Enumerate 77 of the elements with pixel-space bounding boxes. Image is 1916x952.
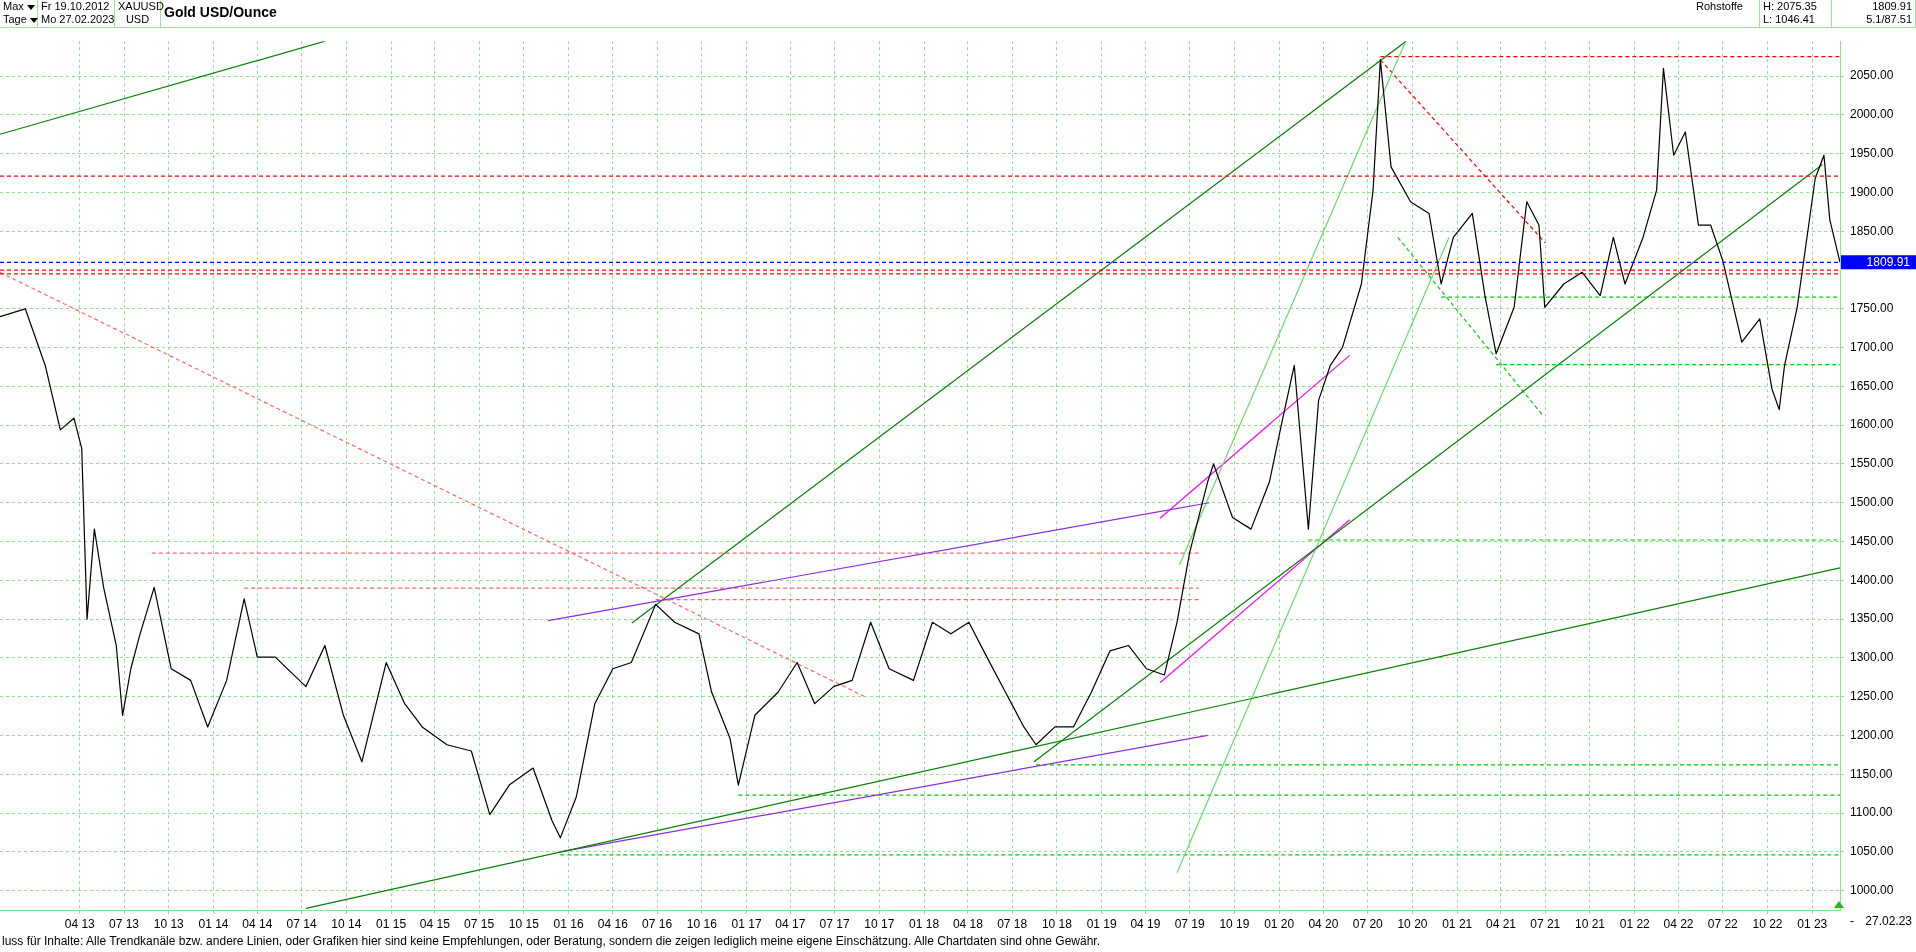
y-tick-label: 1000.00 xyxy=(1850,882,1894,897)
x-tick-label: 04 13 xyxy=(64,916,96,931)
x-tick-label: 10 19 xyxy=(1219,916,1250,931)
text: Tage xyxy=(3,13,27,25)
y-tick-label: 1150.00 xyxy=(1850,766,1893,781)
y-tick-label: 1550.00 xyxy=(1850,456,1894,471)
x-tick-label: 04 21 xyxy=(1485,916,1517,931)
x-tick-label: 01 19 xyxy=(1086,916,1118,931)
text: 5.1/87.51 xyxy=(1866,13,1912,25)
x-tick-label: 01 20 xyxy=(1264,916,1295,931)
y-tick-label: 2000.00 xyxy=(1850,107,1894,122)
y-tick-label: 1600.00 xyxy=(1850,417,1894,432)
text: luss für Inhalte: Alle Trendkanäle bzw. andere Linien, oder Grafiken hier sind keine Empfehlungen, oder Beratung, sondern die zeigen lediglich meine eigene Einschätzung. Alle Chartdaten sind ohne Gewähr. xyxy=(1,933,1102,950)
x-tick-label: 07 21 xyxy=(1530,916,1561,931)
x-tick-label: 10 13 xyxy=(153,916,185,931)
text: - xyxy=(1850,914,1854,929)
chart-title: Gold USD/Ounce xyxy=(164,4,277,20)
y-tick-label: 1650.00 xyxy=(1850,378,1894,393)
x-tick-label: 07 16 xyxy=(642,916,673,931)
x-tick-label: 07 17 xyxy=(819,916,850,931)
x-tick-label: 04 22 xyxy=(1663,916,1694,931)
y-tick-label: 1450.00 xyxy=(1850,533,1894,548)
x-tick-label: 10 14 xyxy=(331,916,362,931)
x-tick-label: 10 18 xyxy=(1041,916,1073,931)
x-tick-label: 01 15 xyxy=(376,916,407,931)
y-tick-label: 1700.00 xyxy=(1850,339,1894,354)
x-tick-label: 04 18 xyxy=(952,916,984,931)
x-tick-label: 04 16 xyxy=(597,916,629,931)
y-tick-label: 1300.00 xyxy=(1850,650,1894,665)
x-tick-label: 07 18 xyxy=(997,916,1028,931)
ref-line-label: 1809.91 xyxy=(1866,254,1911,269)
text: XAUUSD xyxy=(118,0,164,12)
x-tick-label: 07 13 xyxy=(109,916,140,931)
text: L: 1046.41 xyxy=(1763,13,1815,25)
text: Mo 27.02.2023 xyxy=(41,13,115,25)
y-tick-label: 1400.00 xyxy=(1850,572,1894,587)
text: Rohstoffe xyxy=(1696,0,1743,12)
x-tick-label: 10 21 xyxy=(1574,916,1606,931)
x-tick-label: 01 16 xyxy=(553,916,584,931)
text: 27.02.23 xyxy=(1865,914,1913,929)
text: H: 2075.35 xyxy=(1763,0,1817,12)
x-tick-label: 10 15 xyxy=(508,916,540,931)
x-tick-label: 04 17 xyxy=(775,916,806,931)
text: 1809.91 xyxy=(1872,0,1912,12)
x-tick-label: 01 18 xyxy=(909,916,940,931)
x-tick-label: 10 17 xyxy=(864,916,895,931)
y-tick-label: 1950.00 xyxy=(1850,145,1894,160)
text: Max xyxy=(3,0,24,12)
x-tick-label: 10 22 xyxy=(1752,916,1783,931)
y-tick-label: 1100.00 xyxy=(1850,805,1893,820)
y-tick-label: 1250.00 xyxy=(1850,688,1894,703)
y-tick-label: 1850.00 xyxy=(1850,223,1894,238)
x-tick-label: 04 19 xyxy=(1130,916,1161,931)
y-tick-label: 1500.00 xyxy=(1850,495,1894,510)
x-tick-label: 07 19 xyxy=(1174,916,1206,931)
x-tick-label: 10 16 xyxy=(686,916,718,931)
x-tick-label: 07 20 xyxy=(1352,916,1384,931)
x-tick-label: 01 14 xyxy=(198,916,229,931)
x-tick-label: 04 14 xyxy=(242,916,273,931)
x-tick-label: 10 20 xyxy=(1397,916,1428,931)
y-tick-label: 1200.00 xyxy=(1850,727,1894,742)
x-tick-label: 07 22 xyxy=(1707,916,1739,931)
y-tick-label: 1900.00 xyxy=(1850,184,1894,199)
x-tick-label: 01 22 xyxy=(1619,916,1651,931)
y-tick-label: 2050.00 xyxy=(1850,68,1894,83)
x-tick-label: 01 21 xyxy=(1442,916,1473,931)
y-tick-label: 1750.00 xyxy=(1850,301,1894,316)
x-tick-label: 01 23 xyxy=(1797,916,1828,931)
x-tick-label: 07 14 xyxy=(286,916,317,931)
text: Fr 19.10.2012 xyxy=(41,0,110,12)
y-tick-label: 1350.00 xyxy=(1850,611,1894,626)
x-tick-label: 01 17 xyxy=(731,916,762,931)
x-tick-label: 04 15 xyxy=(419,916,451,931)
text: USD xyxy=(125,13,150,25)
x-tick-label: 07 15 xyxy=(464,916,495,931)
x-tick-label: 04 20 xyxy=(1308,916,1339,931)
y-tick-label: 1050.00 xyxy=(1850,844,1894,859)
